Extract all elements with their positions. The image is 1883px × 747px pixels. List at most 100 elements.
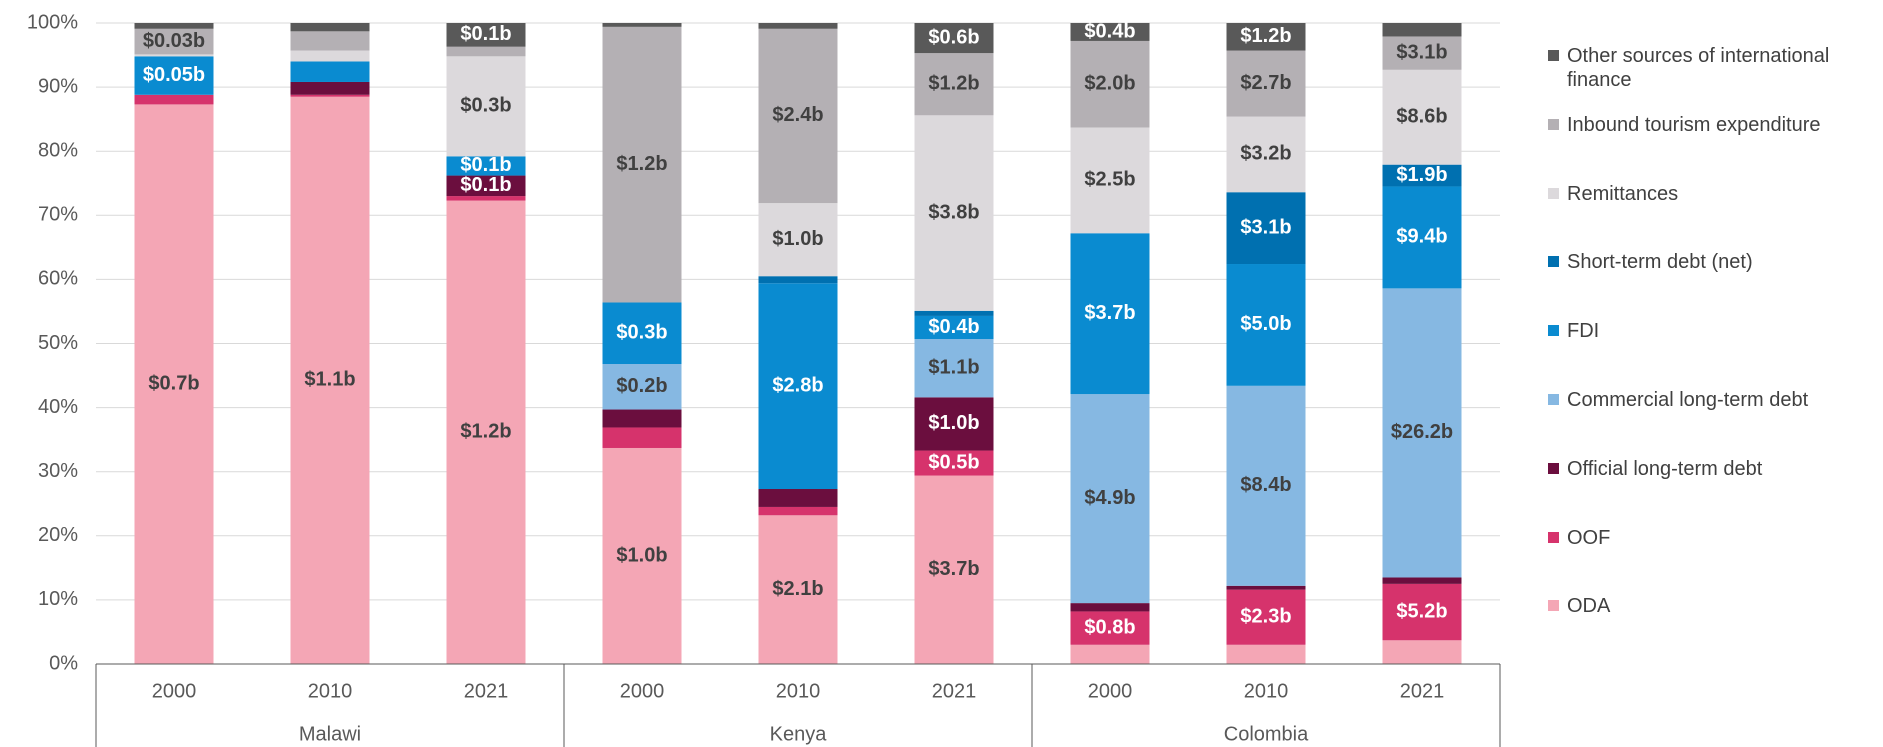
bar-segment [602,427,682,448]
data-label: $0.3b [616,322,667,344]
legend-label: OOF [1567,526,1611,549]
y-tick-label: 80% [38,139,78,161]
legend-item: ODA [1548,594,1878,618]
data-label: $1.1b [928,356,979,378]
y-tick-label: 10% [38,588,78,610]
bar-segment [914,450,994,476]
bar-segment [446,175,526,197]
group-label: Kenya [770,723,828,745]
x-tick-label: 2021 [464,680,509,702]
legend-swatch [1548,187,1559,199]
bar-segment [1226,589,1306,645]
bar-segment [290,81,370,95]
legend-swatch [1548,118,1559,130]
bar-segment [1070,611,1150,645]
x-tick-label: 2000 [620,680,665,702]
legend-item: Other sources of international finance [1548,44,1878,92]
bar-segment [914,339,994,398]
data-label: $8.6b [1396,106,1447,128]
data-label: $2.4b [772,104,823,126]
bar-segment [446,46,526,57]
bar-segment [1070,233,1150,395]
data-label: $3.2b [1240,143,1291,165]
bar-segment [1226,50,1306,117]
data-label: $0.05b [143,64,205,86]
bar-segment [1070,603,1150,612]
legend-swatch [1548,531,1559,543]
bar-segment [1226,116,1306,193]
x-tick-label: 2021 [932,680,977,702]
data-label: $2.5b [1084,169,1135,191]
data-label: $2.3b [1240,605,1291,627]
legend-swatch [1548,394,1559,405]
data-label: $1.2b [928,72,979,94]
bar-segment [758,203,838,277]
bar-segment [134,23,214,29]
bar-segment [446,156,526,176]
group-label: Colombia [1224,723,1309,745]
legend-item: Official long-term debt [1548,457,1878,481]
bar-segment [1070,394,1150,604]
data-label: $0.1b [460,154,511,176]
data-label: $0.3b [460,95,511,117]
bar-segment [1070,644,1150,664]
legend-swatch [1548,600,1559,612]
data-label: $9.4b [1396,226,1447,248]
bar-segment [1382,288,1462,578]
y-tick-label: 60% [38,268,78,290]
bar-segment [290,94,370,97]
bar-segment [446,200,526,664]
data-label: $26.2b [1391,421,1453,443]
legend-swatch [1548,325,1559,337]
bar-segment [1382,577,1462,584]
data-label: $3.7b [1084,302,1135,324]
bar-segment [290,50,370,62]
legend-swatch [1548,462,1559,474]
bar-segment [758,515,838,664]
bar-segment [134,104,214,665]
legend-item: Remittances [1548,182,1878,206]
bar-segment [446,23,526,47]
y-tick-label: 30% [38,460,78,482]
data-label: $0.8b [1084,616,1135,638]
bar-segment [1226,264,1306,386]
group-label: Malawi [299,723,361,745]
data-label: $1.0b [928,412,979,434]
bar-segment [1070,23,1150,41]
bar-segment [134,94,214,105]
data-label: $3.8b [928,201,979,223]
legend-label: Other sources of international finance [1567,45,1830,91]
data-label: $3.7b [928,558,979,580]
data-label: $2.1b [772,578,823,600]
legend-label: Short-term debt (net) [1567,251,1753,274]
bar-segment [1226,585,1306,590]
data-label: $0.03b [143,30,205,52]
y-tick-label: 70% [38,204,78,226]
bar-segment [1382,36,1462,70]
x-tick-label: 2010 [1244,680,1289,702]
bar-segment [602,409,682,428]
bar-segment [602,26,682,303]
bar-segment [914,397,994,451]
legend-label: Remittances [1567,182,1679,205]
bar-segment [914,23,994,54]
bar-segment [758,28,838,204]
bar-segment [1382,164,1462,187]
bar-segment [1226,192,1306,265]
bar-segment [758,283,838,490]
bar-segment [446,196,526,201]
y-tick-label: 20% [38,524,78,546]
bar-segment [1226,644,1306,664]
legend-item: FDI [1548,319,1878,343]
data-label: $1.2b [616,153,667,175]
bar-segment [1070,127,1150,234]
legend-item: Inbound tourism expenditure [1548,113,1878,137]
bar-segment [1382,69,1462,165]
bar-segment [1226,385,1306,586]
data-label: $4.9b [1084,487,1135,509]
data-label: $0.6b [928,26,979,48]
bar-segment [1382,186,1462,289]
data-label: $1.0b [616,544,667,566]
data-label: $5.0b [1240,313,1291,335]
